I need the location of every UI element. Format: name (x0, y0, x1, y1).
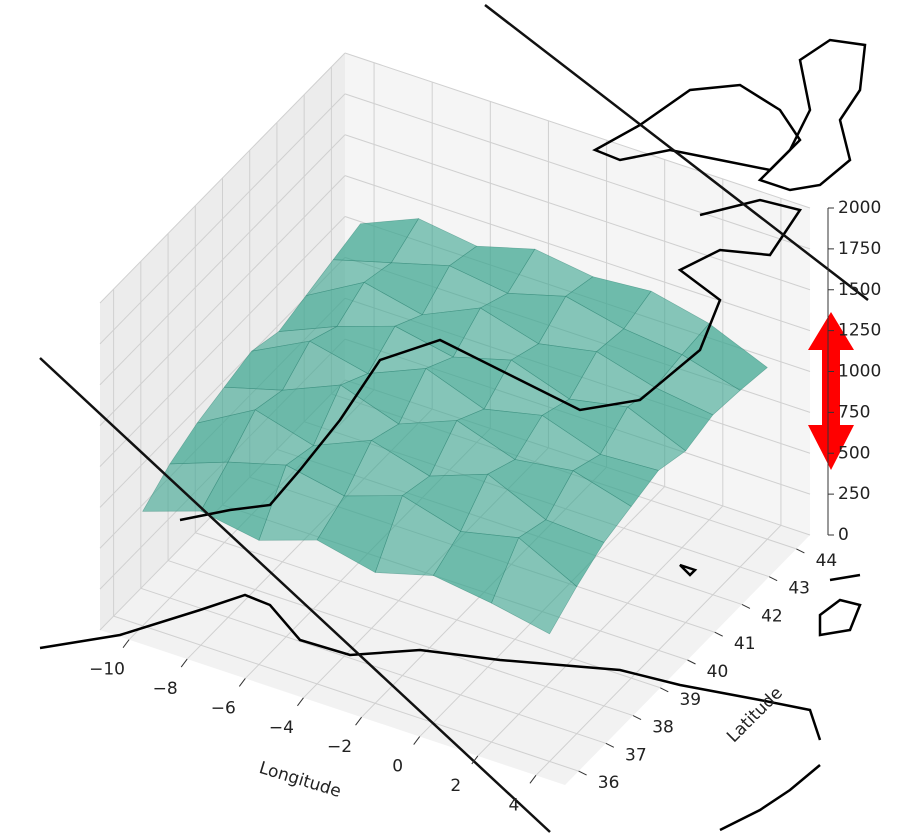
x-tick-label: −10 (89, 660, 125, 680)
y-tick-label: 38 (652, 718, 674, 738)
y-tick-label: 37 (625, 745, 647, 765)
y-tick-label: 41 (734, 634, 756, 654)
z-tick-label: 250 (838, 484, 870, 504)
x-tick-label: −8 (153, 679, 178, 699)
x-tick-label: −4 (269, 718, 294, 738)
y-tick (579, 771, 587, 775)
z-tick-label: 1000 (838, 362, 881, 382)
z-tick-label: 750 (838, 402, 870, 422)
y-tick (769, 577, 777, 581)
y-tick (633, 716, 641, 720)
x-axis-label: Longitude (257, 758, 344, 802)
x-tick (356, 717, 362, 725)
y-tick (688, 660, 696, 664)
x-tick-label: −2 (327, 737, 352, 757)
y-tick (660, 688, 668, 692)
y-axis-label: Latitude (723, 683, 787, 747)
y-tick-label: 44 (816, 551, 838, 571)
z-tick-label: 1250 (838, 321, 881, 341)
y-tick-label: 36 (598, 773, 620, 793)
coastline (760, 40, 865, 190)
z-tick-label: 500 (838, 443, 870, 463)
z-tick-label: 0 (838, 525, 849, 545)
x-tick (181, 659, 187, 667)
x-tick (530, 775, 536, 783)
x-tick (297, 698, 303, 706)
y-tick (606, 743, 614, 747)
x-tick-label: 0 (392, 757, 403, 777)
z-tick-label: 1750 (838, 239, 881, 259)
z-tick-label: 1500 (838, 280, 881, 300)
x-tick (414, 737, 420, 745)
y-tick-label: 42 (761, 606, 783, 626)
x-tick-label: 4 (509, 795, 520, 815)
x-tick (123, 640, 129, 648)
y-tick-label: 43 (788, 579, 810, 599)
x-tick-label: 2 (450, 776, 461, 796)
x-tick (239, 678, 245, 686)
y-tick-label: 40 (707, 662, 729, 682)
y-tick (715, 632, 723, 636)
chart: −10−8−6−4−202436373839404142434402505007… (0, 0, 899, 839)
y-tick (796, 549, 804, 553)
y-tick (742, 604, 750, 608)
x-tick-label: −6 (211, 698, 236, 718)
z-tick-label: 2000 (838, 198, 881, 218)
y-tick-label: 39 (679, 690, 701, 710)
